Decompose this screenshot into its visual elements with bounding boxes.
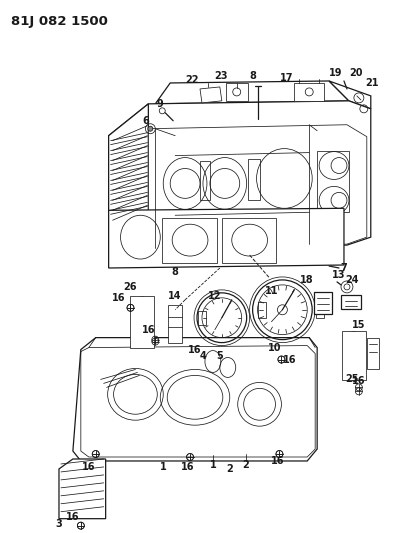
Text: 2: 2 — [227, 464, 233, 474]
Polygon shape — [109, 208, 344, 268]
Polygon shape — [329, 81, 371, 109]
Text: 6: 6 — [142, 116, 149, 126]
Bar — [248, 158, 259, 200]
Bar — [226, 83, 248, 101]
Text: 23: 23 — [214, 71, 228, 81]
Text: 16: 16 — [181, 462, 195, 472]
Text: 16: 16 — [112, 293, 125, 303]
Polygon shape — [200, 87, 222, 103]
Text: 5: 5 — [217, 351, 223, 360]
Bar — [200, 160, 210, 200]
Bar — [316, 302, 324, 318]
Text: 16: 16 — [352, 376, 366, 386]
Text: 26: 26 — [124, 282, 137, 292]
Text: 16: 16 — [188, 344, 202, 354]
Text: 11: 11 — [265, 286, 278, 296]
Text: 4: 4 — [200, 351, 206, 360]
Polygon shape — [59, 459, 106, 519]
Text: 20: 20 — [349, 68, 363, 78]
Text: 19: 19 — [329, 68, 343, 78]
Bar — [222, 218, 276, 263]
Bar — [341, 295, 361, 309]
Text: 8: 8 — [249, 71, 256, 81]
Bar — [257, 302, 266, 318]
Text: 16: 16 — [271, 456, 284, 466]
Bar — [162, 218, 217, 263]
Polygon shape — [73, 337, 317, 461]
Text: 14: 14 — [168, 291, 182, 301]
Text: 16: 16 — [283, 354, 296, 365]
Polygon shape — [155, 81, 349, 104]
Text: 12: 12 — [208, 291, 222, 301]
Text: 17: 17 — [280, 73, 293, 83]
Text: 16: 16 — [66, 512, 80, 522]
Bar — [294, 83, 324, 101]
Text: 21: 21 — [365, 78, 379, 88]
Text: 18: 18 — [301, 275, 314, 285]
Bar — [367, 337, 379, 369]
Text: 8: 8 — [172, 267, 179, 277]
Text: 25: 25 — [345, 374, 359, 384]
Circle shape — [148, 126, 153, 131]
Text: 2: 2 — [242, 460, 249, 470]
Text: 10: 10 — [268, 343, 281, 352]
Bar — [342, 330, 366, 381]
Bar — [168, 305, 182, 343]
Polygon shape — [109, 101, 371, 248]
Polygon shape — [148, 125, 367, 248]
Text: 1: 1 — [209, 460, 216, 470]
Text: 16: 16 — [82, 462, 95, 472]
Bar — [130, 296, 154, 348]
Text: 9: 9 — [157, 99, 164, 109]
Text: 15: 15 — [352, 320, 366, 330]
Text: 7: 7 — [341, 263, 347, 273]
Bar — [314, 292, 332, 314]
Text: 1: 1 — [160, 462, 167, 472]
Text: 3: 3 — [55, 519, 62, 529]
Text: 81J 082 1500: 81J 082 1500 — [11, 15, 108, 28]
Text: 22: 22 — [185, 75, 199, 85]
Bar — [317, 151, 349, 212]
Text: 24: 24 — [345, 275, 359, 285]
Text: 13: 13 — [332, 270, 346, 280]
Bar — [198, 311, 206, 325]
Polygon shape — [109, 104, 148, 248]
Text: 16: 16 — [142, 325, 155, 335]
